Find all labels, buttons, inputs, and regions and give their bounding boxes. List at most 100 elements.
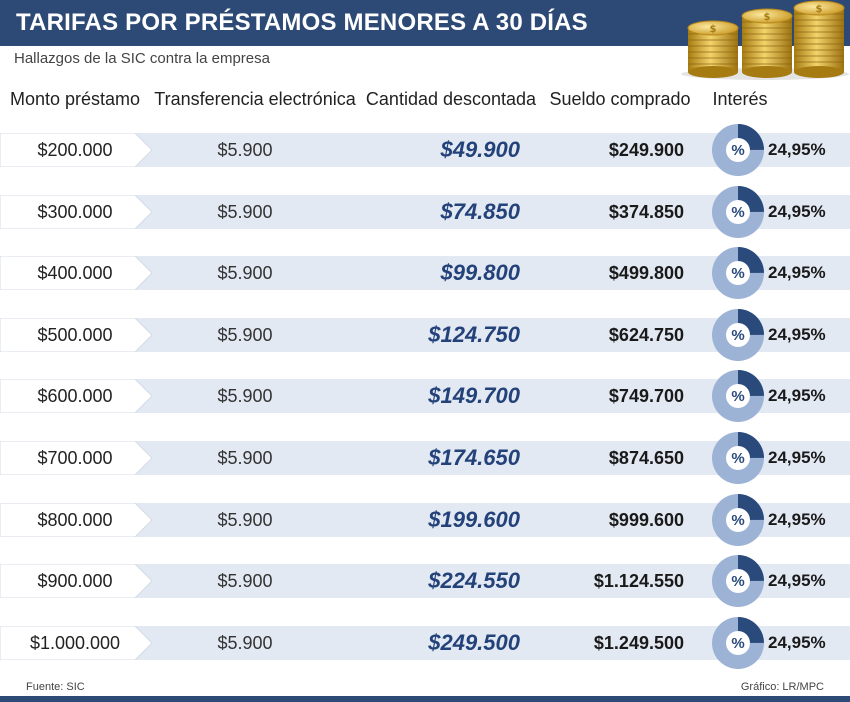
loan-arrow-tab (0, 133, 152, 167)
percent-pie-icon: % (712, 309, 764, 361)
pie-center (726, 323, 750, 347)
percent-symbol: % (731, 573, 744, 590)
interest-rate: 24,95% (768, 140, 826, 159)
purchased-salary: $624.750 (608, 324, 684, 345)
percent-pie-icon: % (712, 370, 764, 422)
loan-amount: $200.000 (37, 139, 113, 160)
transfer-fee: $5.900 (217, 139, 273, 160)
pie-center (726, 384, 750, 408)
interest-rate: 24,95% (768, 510, 826, 529)
table-row: $900.000 $5.900 $224.550 $1.124.550% 24,95% (0, 555, 850, 607)
discounted-amount: $124.750 (428, 322, 520, 347)
discounted-amount: $149.700 (428, 383, 520, 408)
table-row: $600.000 $5.900 $149.700 $749.700% 24,95% (0, 370, 850, 422)
percent-symbol: % (731, 265, 744, 282)
loan-amount: $500.000 (37, 324, 113, 345)
svg-text:$: $ (710, 24, 717, 35)
interest-rate: 24,95% (768, 448, 826, 467)
transfer-fee: $5.900 (217, 447, 273, 468)
discounted-amount: $174.650 (428, 445, 520, 470)
pie-center (726, 261, 750, 285)
pie-center (726, 508, 750, 532)
percent-symbol: % (731, 635, 744, 652)
percent-symbol: % (731, 512, 744, 529)
svg-text:$: $ (764, 12, 771, 23)
percent-pie-icon: % (712, 124, 764, 176)
percent-pie-icon: % (712, 494, 764, 546)
transfer-fee: $5.900 (217, 632, 273, 653)
loan-amount: $400.000 (37, 262, 113, 283)
transfer-fee: $5.900 (217, 570, 273, 591)
percent-symbol: % (731, 142, 744, 159)
pie-center (726, 446, 750, 470)
loan-arrow-tab (0, 626, 152, 660)
loan-arrow-tab (0, 503, 152, 537)
table-row: $500.000 $5.900 $124.750 $624.750% 24,95% (0, 309, 850, 361)
loan-arrow-tab (0, 256, 152, 290)
gold-coin-stacks-icon: $ $ $ (681, 0, 849, 80)
column-header-loan: Monto préstamo (9, 88, 141, 109)
percent-symbol: % (731, 450, 744, 467)
transfer-fee: $5.900 (217, 385, 273, 406)
transfer-fee: $5.900 (217, 324, 273, 345)
discounted-amount: $49.900 (440, 137, 520, 162)
purchased-salary: $499.800 (608, 262, 684, 283)
column-header-transfer: Transferencia electrónica (154, 88, 356, 109)
interest-rate: 24,95% (768, 571, 826, 590)
table-row: $1.000.000 $5.900 $249.500 $1.249.500% 24,95… (0, 617, 850, 669)
pie-center (726, 631, 750, 655)
svg-text:$: $ (816, 4, 823, 15)
loan-amount: $600.000 (37, 385, 113, 406)
purchased-salary: $874.650 (608, 447, 684, 468)
loan-arrow-tab (0, 441, 152, 475)
table-row: $200.000 $5.900 $49.900 $249.900% 24,95% (0, 124, 850, 176)
interest-rate: 24,95% (768, 325, 826, 344)
transfer-fee: $5.900 (217, 262, 273, 283)
discounted-amount: $74.850 (440, 199, 520, 224)
column-header-salary: Sueldo comprado (549, 88, 691, 109)
column-header-rate: Interés (712, 88, 768, 109)
column-header-discount: Cantidad descontada (365, 88, 537, 109)
loan-arrow-tab (0, 318, 152, 352)
percent-symbol: % (731, 388, 744, 405)
table-row: $700.000 $5.900 $174.650 $874.650% 24,95% (0, 432, 850, 484)
percent-symbol: % (731, 204, 744, 221)
loan-amount: $300.000 (37, 201, 113, 222)
discounted-amount: $199.600 (428, 507, 520, 532)
percent-pie-icon: % (712, 555, 764, 607)
chart-subtitle: Hallazgos de la SIC contra la empresa (14, 50, 270, 67)
interest-rate: 24,95% (768, 263, 826, 282)
interest-rate: 24,95% (768, 202, 826, 221)
purchased-salary: $749.700 (608, 385, 684, 406)
table-row: $300.000 $5.900 $74.850 $374.850% 24,95% (0, 186, 850, 238)
pie-center (726, 200, 750, 224)
table-row: $400.000 $5.900 $99.800 $499.800% 24,95% (0, 247, 850, 299)
purchased-salary: $1.124.550 (593, 570, 684, 591)
percent-pie-icon: % (712, 432, 764, 484)
discounted-amount: $249.500 (428, 630, 520, 655)
loan-amount: $900.000 (37, 570, 113, 591)
loan-amount: $1.000.000 (29, 632, 121, 653)
discounted-amount: $224.550 (428, 568, 520, 593)
loan-arrow-tab (0, 379, 152, 413)
footer-rule (0, 696, 850, 702)
percent-pie-icon: % (712, 617, 764, 669)
purchased-salary: $1.249.500 (593, 632, 684, 653)
purchased-salary: $999.600 (608, 509, 684, 530)
percent-pie-icon: % (712, 247, 764, 299)
chart-title: TARIFAS POR PRÉSTAMOS MENORES A 30 DÍAS (16, 9, 588, 36)
loan-arrow-tab (0, 564, 152, 598)
loan-amount: $700.000 (37, 447, 113, 468)
transfer-fee: $5.900 (217, 509, 273, 530)
interest-rate: 24,95% (768, 386, 826, 405)
discounted-amount: $99.800 (440, 260, 520, 285)
pie-center (726, 138, 750, 162)
table-row: $800.000 $5.900 $199.600 $999.600% 24,95% (0, 494, 850, 546)
pie-center (726, 569, 750, 593)
percent-pie-icon: % (712, 186, 764, 238)
transfer-fee: $5.900 (217, 201, 273, 222)
percent-symbol: % (731, 327, 744, 344)
source-note: Fuente: SIC (26, 681, 85, 693)
purchased-salary: $374.850 (608, 201, 684, 222)
graphic-credit: Gráfico: LR/MPC (740, 681, 824, 693)
